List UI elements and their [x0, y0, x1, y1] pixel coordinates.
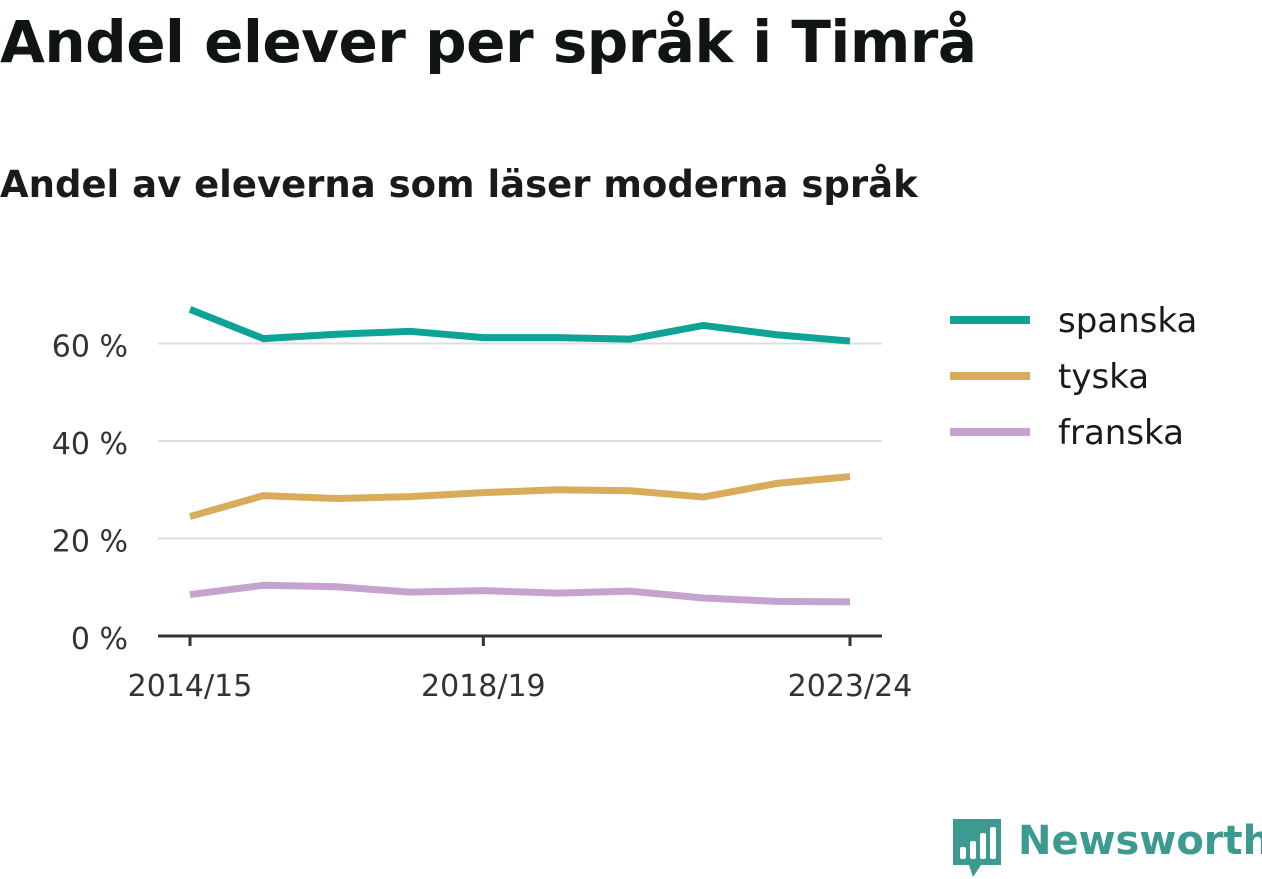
- y-tick-label: 60 %: [52, 330, 128, 365]
- brand-name: Newsworthy: [1018, 818, 1262, 864]
- legend-label-spanska: spanska: [1058, 301, 1197, 341]
- legend-label-franska: franska: [1058, 413, 1184, 453]
- chart-title: Andel elever per språk i Timrå: [0, 8, 977, 76]
- series-line-franska: [189, 581, 851, 606]
- series-line-tyska: [189, 473, 851, 520]
- bar-chart-speech-bubble-icon: [953, 819, 1001, 877]
- x-tick-label: 2014/15: [128, 669, 253, 704]
- y-tick-label: 20 %: [52, 525, 128, 560]
- x-tick-label: 2023/24: [788, 669, 913, 704]
- series-line-spanska: [188, 306, 851, 345]
- x-tick-label: 2018/19: [421, 669, 546, 704]
- y-tick-label: 0 %: [71, 622, 128, 657]
- y-tick-label: 40 %: [52, 427, 128, 462]
- axes: 0 % 20 % 40 % 60 % 2014/15 2018/19 2023/24: [52, 330, 913, 705]
- chart-subtitle: Andel av eleverna som läser moderna språ…: [0, 163, 918, 206]
- grid-lines: [158, 342, 882, 540]
- legend: spanska tyska franska: [950, 301, 1197, 453]
- series-lines: [188, 306, 851, 606]
- legend-label-tyska: tyska: [1058, 357, 1149, 397]
